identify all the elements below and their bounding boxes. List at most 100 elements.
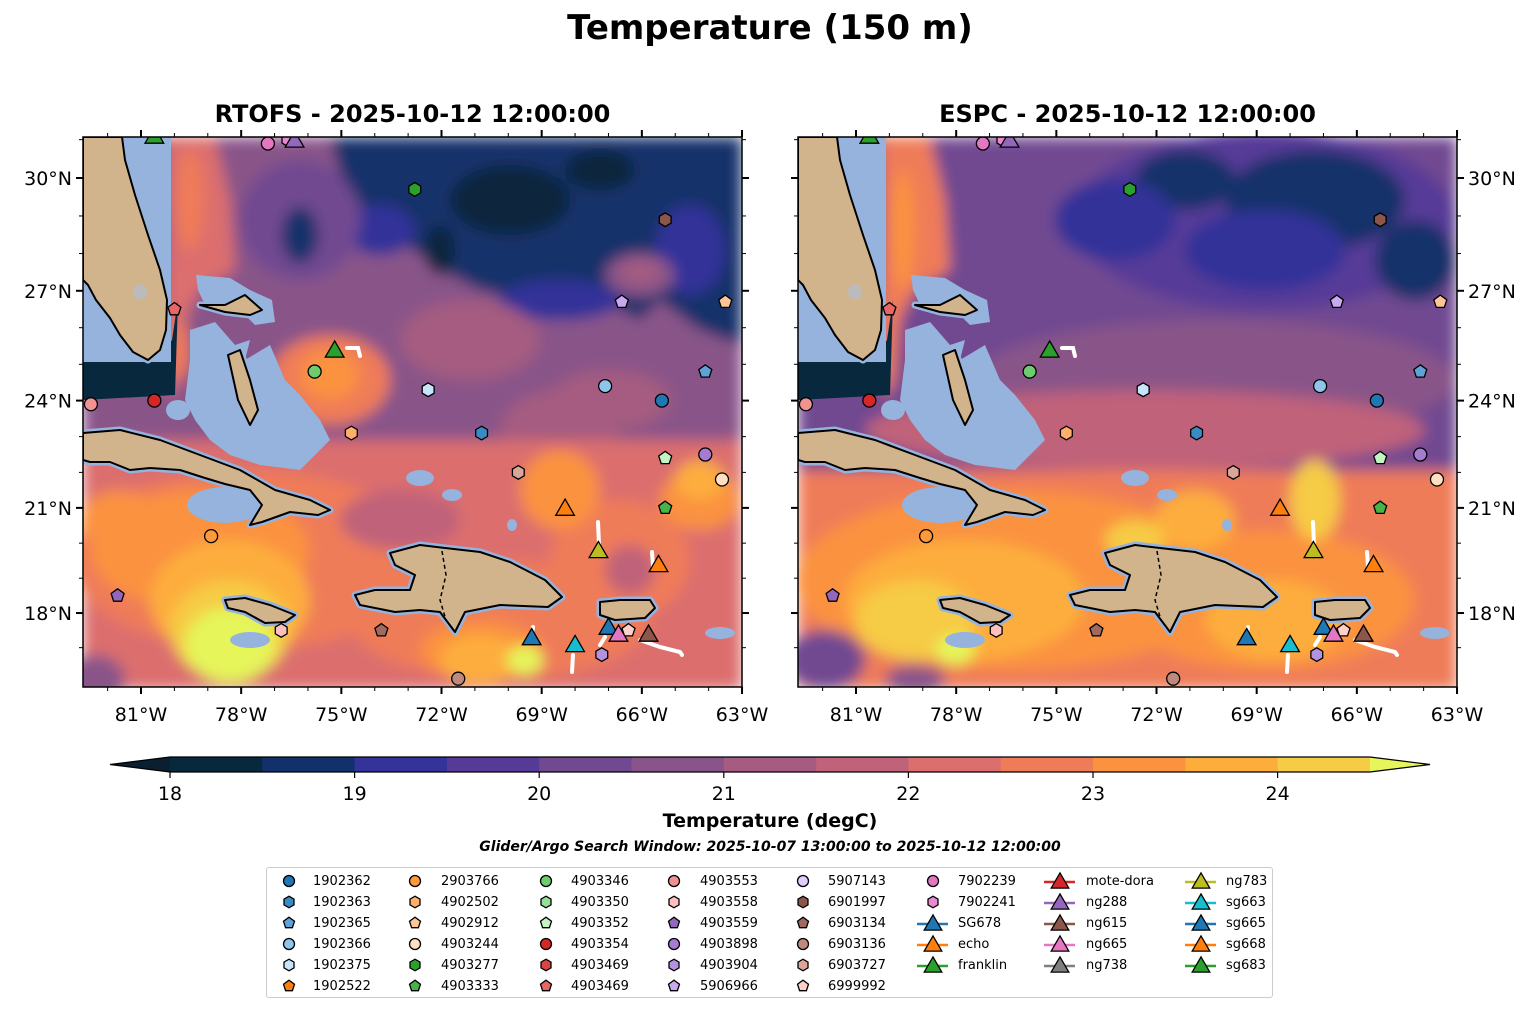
- glider-marker-ng288: [999, 137, 1021, 148]
- triangle-marker-icon: [1185, 934, 1216, 952]
- y-tick-label: 27°N: [1468, 281, 1516, 303]
- hexagon-marker-icon: [668, 958, 680, 972]
- legend-label: 4903277: [441, 958, 499, 973]
- legend-label: 7902241: [958, 895, 1016, 910]
- glider-marker-sg668: [1363, 554, 1385, 573]
- legend-label: SG678: [958, 916, 1002, 931]
- legend-label: sg665: [1226, 916, 1266, 931]
- colorbar-label: Temperature (degC): [662, 810, 878, 832]
- glider-marker-sg665: [1312, 616, 1334, 635]
- triangle-marker-icon: [917, 934, 948, 952]
- argo-float-marker-6903727: [1226, 464, 1240, 480]
- legend-label: 4903904: [700, 958, 758, 973]
- glider-marker-franklin: [143, 137, 165, 144]
- argo-float-marker-6903136: [451, 671, 466, 686]
- legend-label: 5907143: [828, 874, 886, 889]
- argo-float-marker-4903346: [1022, 364, 1037, 379]
- argo-float-marker-4903553: [83, 397, 99, 412]
- map-area: [798, 137, 1457, 687]
- argo-float-marker-5906966: [1329, 294, 1345, 309]
- y-tick-label: 30°N: [24, 168, 72, 190]
- legend-label: franklin: [958, 958, 1008, 973]
- argo-float-marker-4902502: [344, 425, 358, 441]
- legend-label: 7902239: [958, 874, 1016, 889]
- map-frame: [82, 136, 743, 688]
- argo-float-marker-4903904: [1310, 647, 1324, 663]
- x-tick-label: 69°W: [515, 704, 568, 726]
- hexagon-marker-icon: [409, 958, 421, 972]
- argo-float-marker-1902363: [1190, 425, 1204, 441]
- legend-label: 1902363: [313, 895, 371, 910]
- argo-float-marker-4903244: [1429, 472, 1445, 487]
- glider-marker-franklin: [858, 137, 880, 144]
- triangle-marker-icon: [1185, 955, 1216, 973]
- x-tick-label: 81°W: [830, 704, 883, 726]
- hexagon-marker-icon: [540, 895, 552, 909]
- legend-label: 4903333: [441, 979, 499, 994]
- argo-float-marker-1902375: [1136, 382, 1150, 398]
- triangle-marker-icon: [1185, 892, 1216, 910]
- legend-label: 4903553: [700, 874, 758, 889]
- argo-float-marker-4902912: [718, 294, 733, 309]
- circle-marker-icon: [408, 874, 422, 888]
- colorbar: 18 19 20 21 22 23 24: [109, 756, 1431, 805]
- rtofs-map-panel: 81°W 78°W 75°W 72°W 69°W 66°W 63°W 18°N 21°N 24°N…: [24, 130, 768, 726]
- figure-title: Temperature (150 m): [567, 8, 973, 48]
- colorbar-bin: [908, 757, 1002, 772]
- legend-label: sg683: [1226, 958, 1266, 973]
- glider-marker-sg668: [648, 554, 670, 573]
- colorbar-bin: [1277, 757, 1371, 772]
- y-tick-label: 24°N: [1468, 391, 1516, 413]
- x-tick-label: 75°W: [1030, 704, 1083, 726]
- argo-float-marker-4903352: [657, 450, 673, 465]
- y-tick-label: 18°N: [1468, 603, 1516, 625]
- argo-float-marker-4903898: [1413, 447, 1428, 462]
- x-tick-label: 75°W: [315, 704, 368, 726]
- argo-float-marker-4903354: [147, 393, 162, 408]
- legend-label: 2903766: [441, 874, 499, 889]
- hexagon-marker-icon: [283, 895, 295, 909]
- argo-float-marker-7902239: [975, 137, 991, 151]
- legend-label: 1902365: [313, 916, 371, 931]
- y-tick-label: 30°N: [1468, 168, 1516, 190]
- argo-float-marker-6901997: [658, 212, 672, 228]
- argo-float-marker-4903277: [1123, 181, 1137, 198]
- legend-label: 4903898: [700, 937, 758, 952]
- legend-label: echo: [958, 937, 990, 952]
- triangle-marker-icon: [917, 955, 948, 973]
- glider-marker-sg683: [1039, 339, 1061, 358]
- legend-label: ng615: [1086, 916, 1128, 931]
- hexagon-marker-icon: [797, 895, 809, 909]
- glider-marker-ng615: [1353, 623, 1375, 642]
- glider-marker-ng288: [284, 137, 306, 148]
- legend-label: 4902912: [441, 916, 499, 931]
- colorbar-extend-max: [1369, 757, 1430, 772]
- map-frame: [797, 136, 1458, 688]
- hexagon-marker-icon: [797, 958, 809, 972]
- pentagon-marker-icon: [539, 979, 553, 992]
- circle-marker-icon: [667, 874, 681, 888]
- legend-label: 1902375: [313, 958, 371, 973]
- colorbar-bin: [816, 757, 909, 772]
- argo-float-marker-6903727: [511, 464, 525, 480]
- colorbar-tick-label: 20: [527, 783, 551, 805]
- argo-float-marker-4903277: [408, 181, 422, 198]
- legend-label: 6901997: [828, 895, 886, 910]
- triangle-marker-icon: [1044, 871, 1075, 889]
- circle-marker-icon: [282, 937, 296, 951]
- y-tick-label: 21°N: [1468, 498, 1516, 520]
- legend-label: 4903244: [441, 937, 499, 952]
- circle-marker-icon: [539, 937, 553, 951]
- legend-label: 4903350: [571, 895, 629, 910]
- argo-float-marker-1902362: [1369, 393, 1385, 408]
- circle-marker-icon: [282, 874, 296, 888]
- legend-label: 6999992: [828, 979, 886, 994]
- y-tick-label: 18°N: [24, 603, 72, 625]
- glider-marker-echo: [1269, 497, 1291, 516]
- pentagon-marker-icon: [667, 916, 681, 929]
- triangle-marker-icon: [1044, 934, 1075, 952]
- x-tick-label: 72°W: [415, 704, 468, 726]
- hexagon-marker-icon: [409, 895, 421, 909]
- argo-float-marker-1902365: [1413, 363, 1428, 378]
